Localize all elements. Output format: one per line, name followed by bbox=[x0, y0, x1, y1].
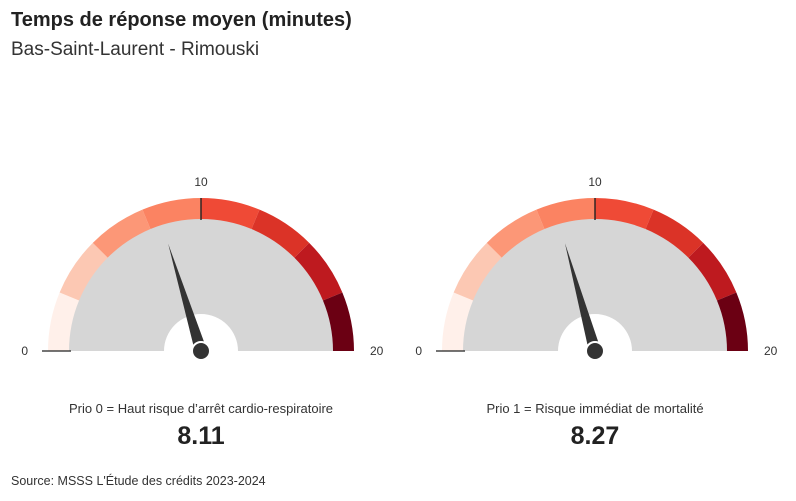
gauge-tick-label: 20 bbox=[370, 344, 384, 358]
gauge-band bbox=[59, 242, 109, 301]
gauge-needle bbox=[168, 243, 207, 353]
gauge-needle-hub bbox=[585, 341, 605, 361]
gauge-label: Prio 0 = Haut risque d’arrêt cardio-resp… bbox=[68, 401, 334, 416]
chart-subtitle: Bas-Saint-Laurent - Rimouski bbox=[11, 39, 260, 60]
gauge-band bbox=[442, 292, 474, 351]
gauge-band bbox=[453, 242, 503, 301]
gauge-band bbox=[595, 198, 654, 230]
gauge-band bbox=[293, 242, 343, 301]
gauge-tick-label: 0 bbox=[415, 344, 422, 358]
gauge-svg: 0 10 20 bbox=[21, 175, 384, 361]
gauge-value: 8.11 bbox=[177, 422, 225, 450]
gauge-band bbox=[251, 209, 310, 259]
gauge-value: 8.27 bbox=[570, 422, 620, 450]
gauge-tick-label: 10 bbox=[194, 175, 208, 189]
gauge-prio-0: 0 10 20 Prio 0 = Haut risque d’arrêt cardi… bbox=[6, 160, 396, 460]
gauge-prio-1: 0 10 20 Prio 1 = Risque immédiat de mortal… bbox=[400, 160, 790, 460]
gauge-band bbox=[201, 198, 260, 230]
gauge-band bbox=[716, 292, 748, 351]
gauge-band bbox=[645, 209, 704, 259]
gauge-needle-hub bbox=[191, 341, 211, 361]
gauge-band bbox=[536, 198, 595, 230]
gauge-band bbox=[142, 198, 201, 230]
chart-title: Temps de réponse moyen (minutes) bbox=[11, 9, 352, 31]
gauge-label: Prio 1 = Risque immédiat de mortalité bbox=[486, 401, 704, 416]
gauge-tick-label: 10 bbox=[588, 175, 602, 189]
gauge-band bbox=[322, 292, 354, 351]
gauge-band bbox=[92, 209, 151, 259]
gauge-track bbox=[69, 219, 333, 351]
gauge-band bbox=[48, 292, 80, 351]
gauge-band bbox=[687, 242, 737, 301]
source-note: Source: MSSS L'Étude des crédits 2023-20… bbox=[11, 474, 266, 488]
gauge-tick-label: 0 bbox=[21, 344, 28, 358]
gauge-svg: 0 10 20 bbox=[415, 175, 778, 361]
gauge-needle bbox=[564, 243, 601, 353]
gauge-band bbox=[486, 209, 545, 259]
gauge-track bbox=[463, 219, 727, 351]
gauge-tick-label: 20 bbox=[764, 344, 778, 358]
